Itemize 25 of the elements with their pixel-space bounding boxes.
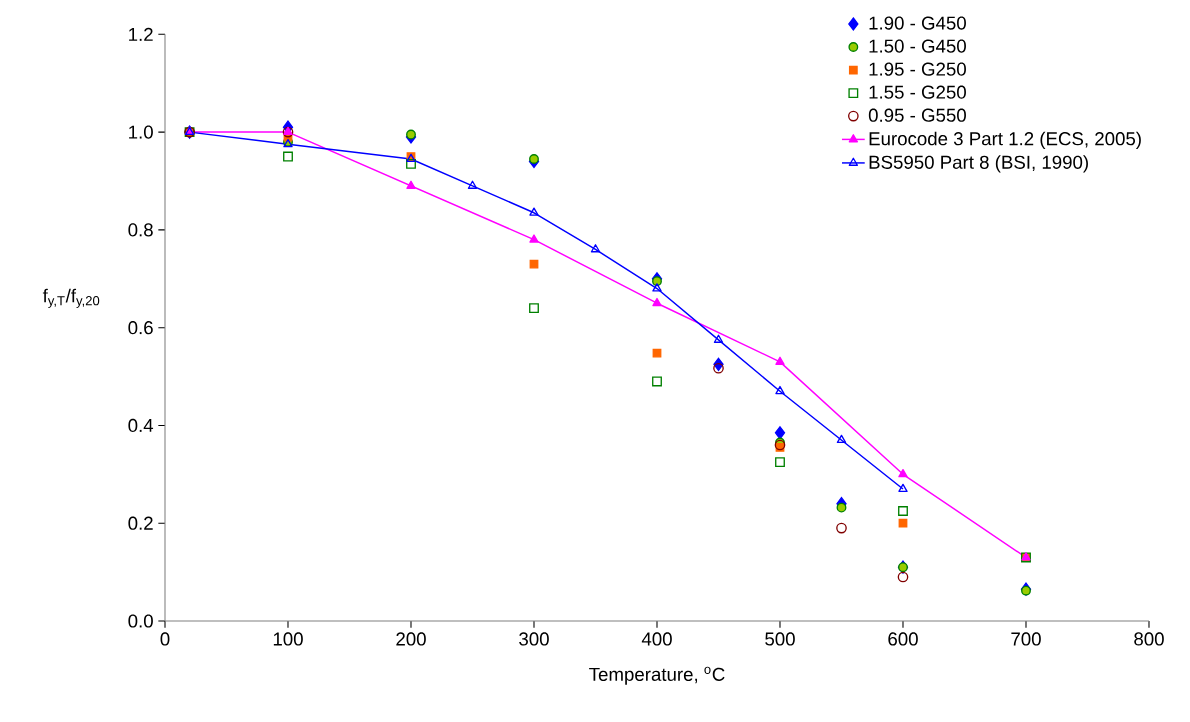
x-tick-label: 600 [888,632,918,646]
x-tick-label: 200 [396,632,426,646]
x-axis-title: Temperature, $^{o}$C [589,666,725,685]
x-tick-label: 0 [160,632,170,646]
y-tick-label: 0.6 [128,321,153,335]
y-tick-label: 0.4 [128,418,154,433]
legend-label: 1.90 - G450 [869,16,966,30]
x-tick-label: 800 [1134,632,1164,646]
legend-label: 0.95 - G550 [868,108,966,122]
x-tick-label: 100 [273,632,303,646]
legend-label: BS5950 Part 8 (BSI, 1990) [869,155,1088,173]
x-tick-label: 700 [1011,632,1041,646]
y-axis-title: f$_{y,T}$/f$_{y,20}$ [42,288,100,308]
y-tick-label: 1.2 [129,27,153,41]
x-tick-label: 400 [641,632,672,646]
x-tick-label: 300 [519,632,549,646]
y-tick-label: 0.0 [128,614,153,628]
y-tick-label: 0.8 [128,223,153,237]
legend-label: 1.50 - G450 [869,39,966,53]
y-tick-label: 1.0 [129,125,153,139]
y-tick-label: 0.2 [128,516,153,530]
legend-label: 1.55 - G250 [869,85,966,99]
legend-label: 1.95 - G250 [869,62,966,76]
legend-label: Eurocode 3 Part 1.2 (ECS, 2005) [869,131,1141,150]
x-tick-label: 500 [765,632,795,646]
